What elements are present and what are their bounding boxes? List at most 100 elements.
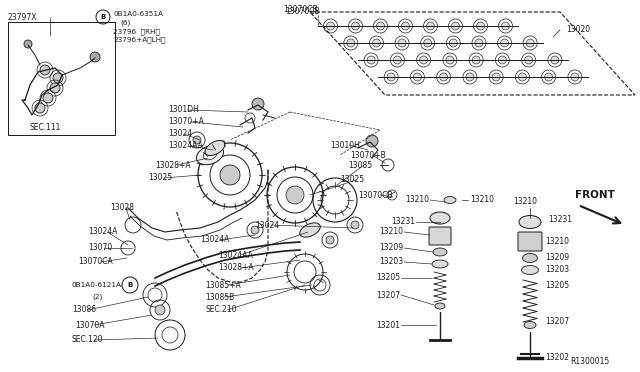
Text: 13085B: 13085B bbox=[205, 292, 234, 301]
Text: (2): (2) bbox=[92, 294, 102, 300]
Circle shape bbox=[492, 73, 500, 81]
Text: 0B1A0-6121A: 0B1A0-6121A bbox=[72, 282, 122, 288]
Text: 13010H: 13010H bbox=[330, 141, 360, 150]
Ellipse shape bbox=[204, 150, 217, 160]
Circle shape bbox=[466, 73, 474, 81]
Circle shape bbox=[251, 226, 259, 234]
Text: 13070A: 13070A bbox=[75, 321, 104, 330]
Circle shape bbox=[426, 22, 435, 30]
Circle shape bbox=[518, 73, 526, 81]
Text: 13024: 13024 bbox=[168, 129, 192, 138]
Circle shape bbox=[387, 73, 395, 81]
Ellipse shape bbox=[444, 196, 456, 203]
Text: 13202: 13202 bbox=[545, 353, 569, 362]
Circle shape bbox=[50, 83, 60, 93]
FancyBboxPatch shape bbox=[429, 227, 451, 245]
Text: 13209: 13209 bbox=[545, 253, 569, 263]
Ellipse shape bbox=[433, 248, 447, 256]
Circle shape bbox=[525, 56, 532, 64]
Circle shape bbox=[24, 40, 32, 48]
Circle shape bbox=[326, 236, 334, 244]
Circle shape bbox=[477, 22, 484, 30]
Text: 13024AA: 13024AA bbox=[168, 141, 203, 151]
Text: 13210: 13210 bbox=[405, 196, 429, 205]
Text: 13024: 13024 bbox=[255, 221, 279, 230]
Circle shape bbox=[366, 135, 378, 147]
Text: 13028+A: 13028+A bbox=[155, 160, 191, 170]
Text: 23797X: 23797X bbox=[8, 13, 38, 22]
Circle shape bbox=[155, 305, 165, 315]
Circle shape bbox=[475, 39, 483, 47]
Text: 13070CB: 13070CB bbox=[358, 190, 392, 199]
Circle shape bbox=[376, 22, 385, 30]
Text: 13210: 13210 bbox=[545, 237, 569, 247]
Text: 13086: 13086 bbox=[72, 305, 96, 314]
Circle shape bbox=[571, 73, 579, 81]
Text: 13209: 13209 bbox=[379, 244, 403, 253]
Text: B: B bbox=[100, 14, 106, 20]
Circle shape bbox=[347, 39, 355, 47]
Text: 13231: 13231 bbox=[391, 218, 415, 227]
Circle shape bbox=[40, 65, 50, 75]
Text: 13025: 13025 bbox=[148, 173, 172, 183]
Text: 13203: 13203 bbox=[545, 266, 569, 275]
Text: 13070CB: 13070CB bbox=[285, 7, 319, 16]
Circle shape bbox=[351, 22, 360, 30]
Text: 23796+A〈LH〉: 23796+A〈LH〉 bbox=[113, 37, 166, 43]
Ellipse shape bbox=[522, 253, 538, 263]
Text: 13210: 13210 bbox=[379, 228, 403, 237]
Text: 13028+A: 13028+A bbox=[218, 263, 253, 273]
Circle shape bbox=[252, 98, 264, 110]
Circle shape bbox=[35, 103, 45, 113]
Circle shape bbox=[472, 56, 480, 64]
Text: 13070+A: 13070+A bbox=[168, 118, 204, 126]
Text: 13231: 13231 bbox=[548, 215, 572, 224]
Text: 13024A: 13024A bbox=[88, 228, 117, 237]
Circle shape bbox=[53, 73, 63, 83]
Ellipse shape bbox=[205, 141, 225, 155]
Circle shape bbox=[394, 56, 401, 64]
Text: 13203: 13203 bbox=[379, 257, 403, 266]
Circle shape bbox=[499, 56, 506, 64]
Text: 13085: 13085 bbox=[348, 160, 372, 170]
Text: 13024AA: 13024AA bbox=[218, 250, 253, 260]
Text: 13085+A: 13085+A bbox=[205, 280, 241, 289]
Text: 13205: 13205 bbox=[376, 273, 400, 282]
FancyBboxPatch shape bbox=[518, 232, 542, 251]
Circle shape bbox=[401, 22, 410, 30]
Text: 13070+B: 13070+B bbox=[350, 151, 386, 160]
Ellipse shape bbox=[522, 266, 538, 275]
Ellipse shape bbox=[432, 260, 448, 268]
Circle shape bbox=[551, 56, 559, 64]
Circle shape bbox=[372, 39, 380, 47]
Ellipse shape bbox=[524, 321, 536, 328]
Ellipse shape bbox=[519, 215, 541, 228]
Text: 13028: 13028 bbox=[110, 203, 134, 212]
Text: 13020: 13020 bbox=[566, 26, 590, 35]
Ellipse shape bbox=[435, 303, 445, 309]
Text: SEC.210: SEC.210 bbox=[205, 305, 237, 314]
Text: 13201: 13201 bbox=[376, 321, 400, 330]
Text: 0B1A0-6351A: 0B1A0-6351A bbox=[113, 11, 163, 17]
Ellipse shape bbox=[430, 212, 450, 224]
Text: 13210: 13210 bbox=[513, 198, 537, 206]
Text: 13024A: 13024A bbox=[200, 235, 229, 244]
Circle shape bbox=[502, 22, 509, 30]
Text: 13070CA: 13070CA bbox=[78, 257, 113, 266]
Ellipse shape bbox=[300, 223, 320, 237]
Ellipse shape bbox=[196, 145, 223, 165]
Circle shape bbox=[420, 56, 428, 64]
Text: 13205: 13205 bbox=[545, 280, 569, 289]
Text: 13025: 13025 bbox=[340, 176, 364, 185]
Circle shape bbox=[220, 165, 240, 185]
Circle shape bbox=[90, 52, 100, 62]
Text: 13207: 13207 bbox=[376, 291, 400, 299]
Text: 13210: 13210 bbox=[470, 196, 494, 205]
Circle shape bbox=[451, 22, 460, 30]
Circle shape bbox=[545, 73, 552, 81]
Circle shape bbox=[193, 136, 201, 144]
Text: SEC.111: SEC.111 bbox=[30, 124, 61, 132]
Text: 13070: 13070 bbox=[88, 244, 112, 253]
Text: 13207: 13207 bbox=[545, 317, 569, 327]
Circle shape bbox=[449, 39, 458, 47]
